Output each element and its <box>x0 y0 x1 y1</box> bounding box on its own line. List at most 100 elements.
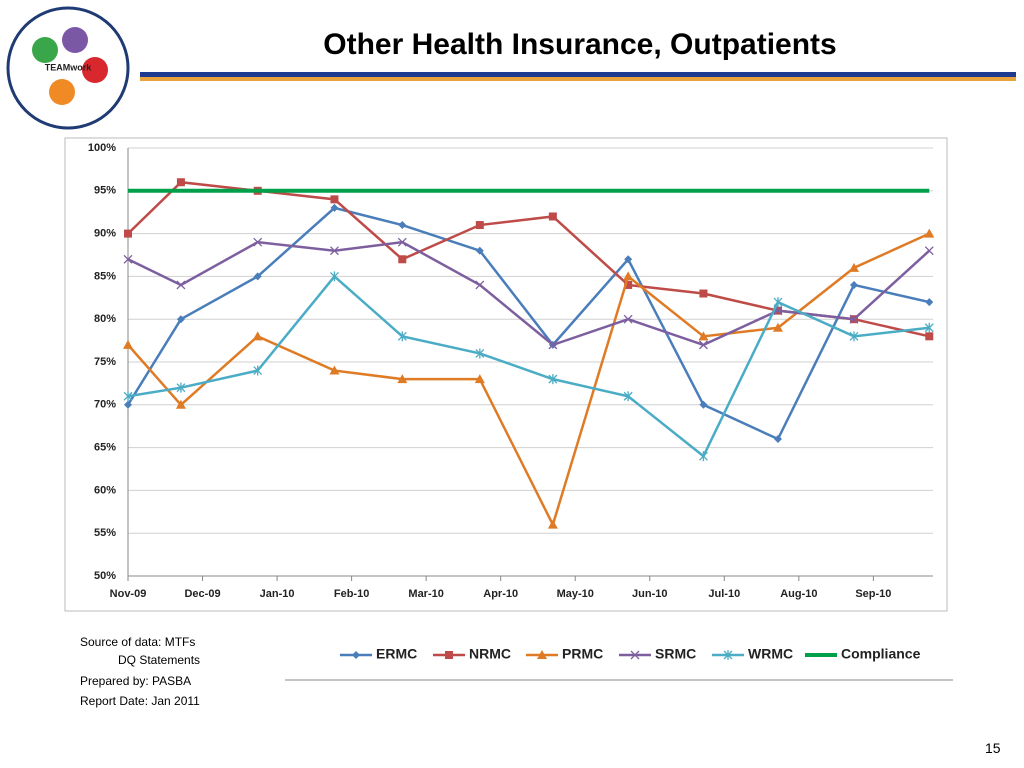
chart-frame <box>64 137 948 612</box>
note: DQ Statements <box>118 653 201 667</box>
marker <box>175 399 186 409</box>
marker <box>547 519 558 529</box>
legend-label: WRMC <box>748 646 793 662</box>
logo-hand <box>82 57 108 83</box>
x-tick-label: Nov-09 <box>110 588 147 600</box>
marker <box>252 331 263 341</box>
marker <box>253 272 262 281</box>
header-bar <box>140 72 1016 77</box>
marker <box>123 339 133 349</box>
marker <box>123 254 133 264</box>
marker <box>475 280 485 290</box>
legend-label: PRMC <box>562 646 603 662</box>
x-tick-label: Sep-10 <box>855 588 891 600</box>
marker <box>475 221 484 230</box>
note: Prepared by: PASBA <box>80 674 192 688</box>
x-tick-label: Mar-10 <box>408 588 443 600</box>
logo: TEAMwork <box>6 6 130 130</box>
logo-hand <box>49 79 75 105</box>
marker <box>537 650 547 659</box>
marker <box>924 246 934 256</box>
logo-text: TEAMwork <box>45 62 92 72</box>
marker <box>623 271 634 281</box>
marker <box>352 651 360 659</box>
marker <box>723 650 733 660</box>
marker <box>176 315 185 324</box>
y-tick-label: 80% <box>94 313 116 325</box>
marker <box>624 255 633 264</box>
marker <box>397 374 408 384</box>
marker <box>548 212 557 221</box>
marker <box>445 651 453 659</box>
series-line <box>127 232 930 528</box>
y-tick-label: 70% <box>94 399 116 411</box>
x-tick-label: Jul-10 <box>708 588 740 600</box>
chart: 50% 55% 60% 65% 70% 75% 80% 85% 90% 95% 100% Nov-09… <box>64 137 953 681</box>
marker <box>623 391 633 402</box>
marker <box>253 365 263 376</box>
marker <box>253 237 263 247</box>
marker <box>849 314 859 324</box>
legend-label: ERMC <box>376 646 417 662</box>
slide-title: Other Health Insurance, Outpatients <box>323 28 837 61</box>
y-tick-label: 90% <box>94 228 116 240</box>
marker <box>124 229 132 238</box>
note: Report Date: Jan 2011 <box>80 694 200 708</box>
marker <box>924 322 934 333</box>
marker <box>398 255 407 264</box>
x-tick-label: Apr-10 <box>483 588 518 600</box>
marker <box>330 246 339 256</box>
marker <box>329 365 340 375</box>
x-tick-label: Jun-10 <box>632 588 667 600</box>
note: Source of data: MTFs <box>80 635 196 649</box>
marker <box>124 400 132 409</box>
logo-hand <box>62 27 88 53</box>
marker <box>848 262 859 272</box>
marker <box>849 331 859 342</box>
marker <box>630 650 640 660</box>
x-tick-label: Feb-10 <box>334 588 369 600</box>
marker <box>548 340 558 350</box>
logo-hand <box>32 37 58 63</box>
y-tick-label: 100% <box>88 142 116 154</box>
marker <box>849 280 858 289</box>
marker <box>925 298 934 307</box>
marker <box>475 348 485 359</box>
marker <box>474 374 485 384</box>
marker <box>698 331 709 341</box>
marker <box>475 246 484 255</box>
marker <box>123 391 133 402</box>
marker <box>176 382 186 393</box>
marker <box>330 195 339 204</box>
series-line <box>127 240 931 347</box>
x-tick-label: Jan-10 <box>260 588 295 600</box>
legend-label: Compliance <box>841 646 921 662</box>
series-line <box>126 206 930 441</box>
header-bar <box>140 77 1016 81</box>
marker <box>773 435 782 444</box>
marker <box>699 289 708 298</box>
marker <box>698 340 708 350</box>
y-tick-label: 55% <box>94 527 116 539</box>
x-tick-label: Aug-10 <box>780 588 817 600</box>
marker <box>330 203 339 212</box>
x-tick-label: Dec-09 <box>184 588 220 600</box>
marker <box>624 280 633 289</box>
x-tick-label: May-10 <box>557 588 594 600</box>
marker <box>397 331 407 342</box>
series-line <box>127 274 930 459</box>
marker <box>698 451 708 462</box>
marker <box>772 322 783 332</box>
marker <box>548 374 558 385</box>
y-tick-label: 65% <box>94 442 116 454</box>
logo-ring <box>6 6 130 130</box>
y-tick-label: 95% <box>94 185 116 197</box>
marker <box>330 271 339 282</box>
y-tick-label: 50% <box>94 570 116 582</box>
marker <box>176 280 186 290</box>
marker <box>176 178 185 187</box>
legend-label: NRMC <box>469 646 511 662</box>
marker <box>925 332 934 341</box>
marker <box>924 228 935 238</box>
